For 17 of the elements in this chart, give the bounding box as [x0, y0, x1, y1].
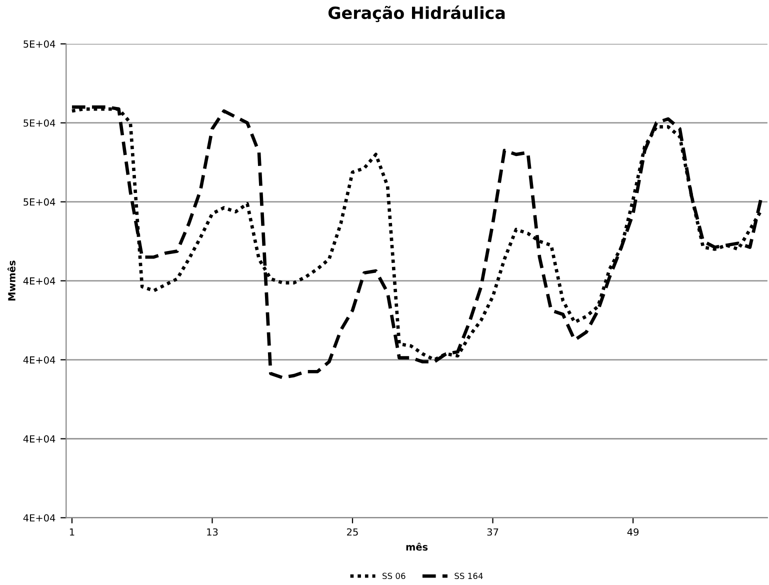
x-tick-label: 37 [487, 528, 498, 536]
x-tick-label: 13 [207, 528, 218, 536]
chart-title: Geração Hidráulica [328, 6, 505, 22]
x-tick-label: 25 [347, 528, 358, 536]
y-tick-label: 5E+04 [24, 119, 56, 127]
x-tick-label: 1 [70, 528, 74, 536]
y-tick-label: 4E+04 [23, 435, 56, 443]
y-tick-label: 5E+04 [24, 40, 56, 48]
legend-label: SS 06 [382, 572, 406, 580]
y-tick-label: 4E+04 [23, 514, 56, 522]
y-tick-label: 4E+04 [23, 277, 56, 285]
x-axis-title: mês [406, 542, 428, 551]
y-tick-label: 4E+04 [23, 356, 56, 364]
x-tick-label: 49 [627, 528, 639, 536]
legend-label: SS 164 [454, 572, 483, 580]
y-axis-title: Mwmês [8, 260, 16, 300]
y-tick-label: 5E+04 [24, 198, 56, 206]
